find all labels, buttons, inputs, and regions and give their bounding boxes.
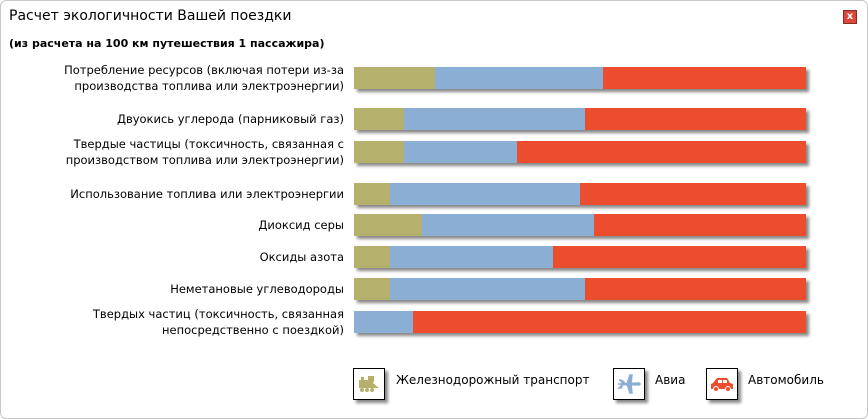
plane-icon <box>613 368 645 400</box>
bar-segment-auto <box>584 108 806 130</box>
bar-segment-train <box>354 246 391 268</box>
bar-segment-auto <box>552 246 806 268</box>
stacked-bar <box>354 183 806 205</box>
stacked-bar <box>354 108 806 130</box>
bar-segment-train <box>354 141 404 163</box>
bar-segment-train <box>354 183 391 205</box>
stacked-bar <box>354 67 806 89</box>
category-label: Диоксид серы <box>258 218 344 232</box>
car-icon <box>706 368 738 400</box>
bar-segment-auto <box>412 311 806 333</box>
bar-segment-avia <box>403 108 585 130</box>
stacked-bar <box>354 311 806 333</box>
legend-label-avia: Авиа <box>655 373 686 387</box>
legend-label-train: Железнодорожный транспорт <box>396 373 590 387</box>
bar-segment-auto <box>579 183 806 205</box>
bar-segment-avia <box>390 183 580 205</box>
legend-label-auto: Автомобиль <box>748 373 824 387</box>
category-label: Неметановые углеводороды <box>170 282 344 296</box>
bar-segment-train <box>354 108 404 130</box>
chart-title: Расчет экологичности Вашей поездки <box>9 8 292 24</box>
bar-segment-train <box>354 214 422 236</box>
bar-segment-auto <box>584 278 806 300</box>
stacked-bar <box>354 214 806 236</box>
stacked-bar <box>354 141 806 163</box>
category-label: Твердых частиц (токсичность, связанная н… <box>92 307 344 337</box>
bar-segment-auto <box>516 141 806 163</box>
category-label: Использование топлива или электроэнергии <box>70 187 344 201</box>
stacked-bar <box>354 278 806 300</box>
close-icon[interactable]: x <box>843 10 857 24</box>
bar-segment-auto <box>593 214 806 236</box>
train-icon <box>353 368 385 400</box>
bar-segment-avia <box>421 214 594 236</box>
bar-segment-train <box>354 67 436 89</box>
category-label: Оксиды азота <box>259 250 344 264</box>
bar-segment-avia <box>390 278 585 300</box>
bar-segment-auto <box>602 67 806 89</box>
category-label: Потребление ресурсов (включая потери из-… <box>64 63 344 93</box>
bar-segment-avia <box>354 311 413 333</box>
bar-segment-avia <box>390 246 553 268</box>
bar-segment-avia <box>435 67 603 89</box>
bar-segment-avia <box>403 141 517 163</box>
category-label: Твердые частицы (токсичность, связанная … <box>65 137 344 167</box>
chart-subtitle: (из расчета на 100 км путешествия 1 пасс… <box>9 37 325 50</box>
stacked-bar <box>354 246 806 268</box>
category-label: Двуокись углерода (парниковый газ) <box>116 112 344 126</box>
bar-segment-train <box>354 278 391 300</box>
